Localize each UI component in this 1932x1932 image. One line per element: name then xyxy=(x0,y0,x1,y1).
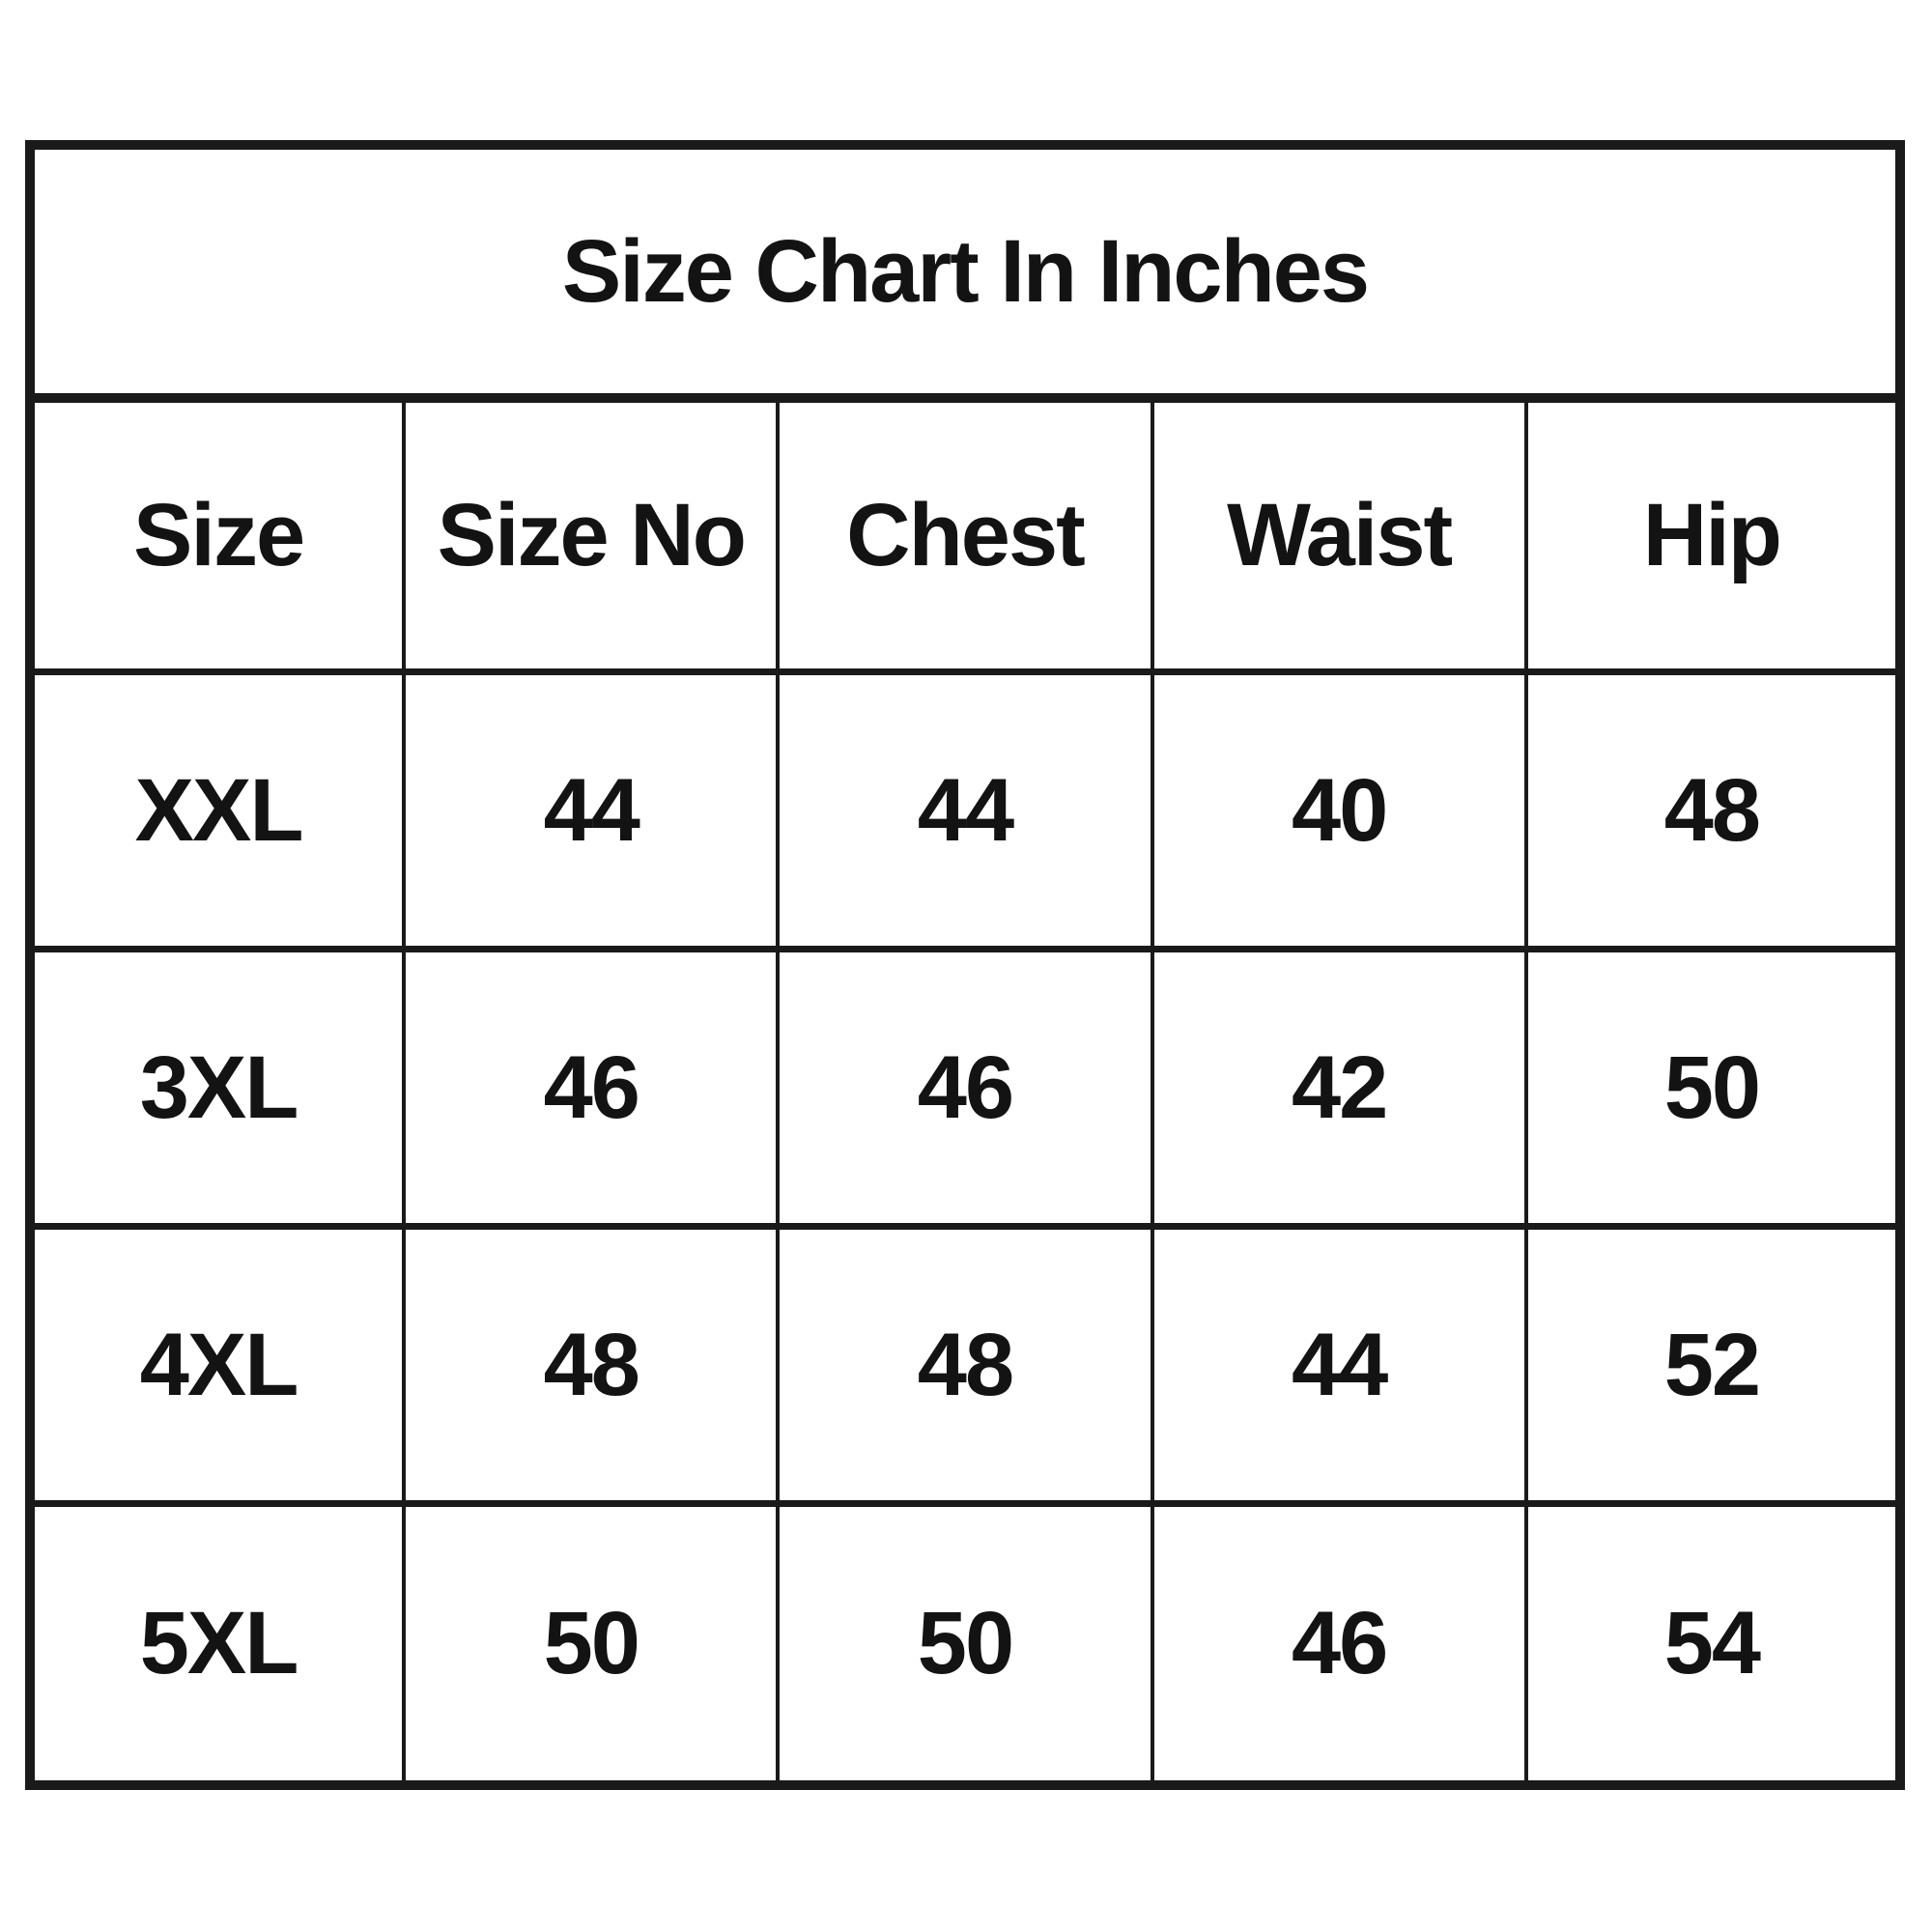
table-row: 4XL 48 48 44 52 xyxy=(27,1223,1903,1508)
table-row: 5XL 50 50 46 54 xyxy=(27,1500,1903,1789)
chest-value: 44 xyxy=(776,668,1154,953)
column-header-hip: Hip xyxy=(1523,394,1903,675)
size-no-value: 46 xyxy=(402,946,781,1231)
hip-value: 50 xyxy=(1523,946,1903,1231)
chest-value: 48 xyxy=(776,1223,1154,1508)
size-label: 4XL xyxy=(27,1223,407,1508)
size-chart-table: Size Chart In Inches Size Size No Chest … xyxy=(25,140,1905,1790)
size-label: XXL xyxy=(27,668,407,953)
column-header-waist: Waist xyxy=(1150,394,1528,675)
waist-value: 42 xyxy=(1150,946,1528,1231)
waist-value: 44 xyxy=(1150,1223,1528,1508)
header-row: Size Size No Chest Waist Hip xyxy=(27,394,1903,675)
size-chart: Size Chart In Inches Size Size No Chest … xyxy=(25,140,1905,1790)
waist-value: 40 xyxy=(1150,668,1528,953)
hip-value: 54 xyxy=(1523,1500,1903,1789)
size-no-value: 50 xyxy=(402,1500,781,1789)
hip-value: 52 xyxy=(1523,1223,1903,1508)
table-row: 3XL 46 46 42 50 xyxy=(27,946,1903,1231)
size-no-value: 48 xyxy=(402,1223,781,1508)
size-label: 5XL xyxy=(27,1500,407,1789)
waist-value: 46 xyxy=(1150,1500,1528,1789)
column-header-size: Size xyxy=(27,394,407,675)
chest-value: 46 xyxy=(776,946,1154,1231)
column-header-chest: Chest xyxy=(776,394,1154,675)
hip-value: 48 xyxy=(1523,668,1903,953)
size-no-value: 44 xyxy=(402,668,781,953)
chart-title: Size Chart In Inches xyxy=(30,145,1900,403)
chest-value: 50 xyxy=(776,1500,1154,1789)
size-label: 3XL xyxy=(27,946,407,1231)
title-row: Size Chart In Inches xyxy=(30,145,1900,403)
table-row: XXL 44 44 40 48 xyxy=(27,668,1903,953)
column-header-size-no: Size No xyxy=(402,394,781,675)
